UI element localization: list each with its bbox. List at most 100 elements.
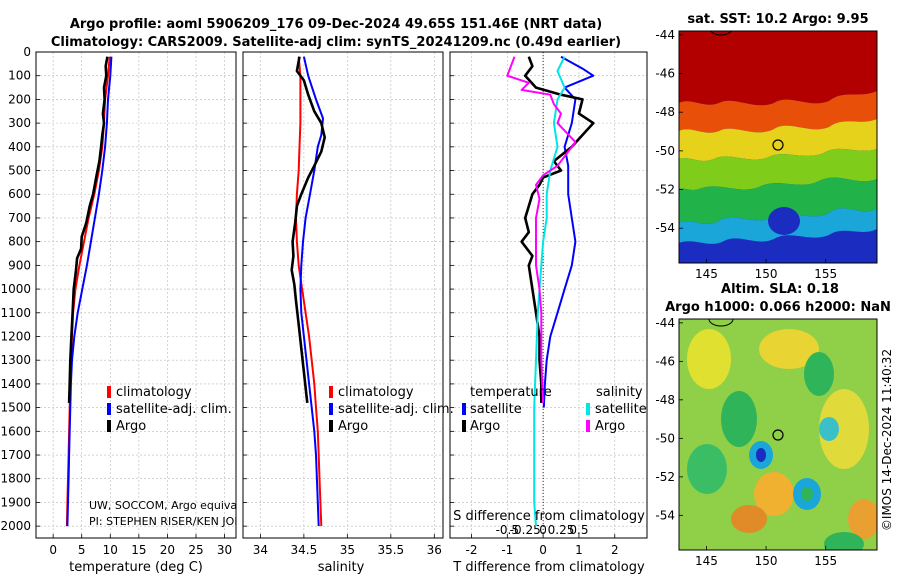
depth-tick-label: 900	[8, 258, 31, 272]
difference-top-xlabel: S difference from climatology	[453, 509, 645, 524]
map-y-tick-label: -52	[655, 183, 675, 197]
x-tick-label: 35	[340, 543, 355, 557]
sla-low-blob	[721, 391, 757, 447]
sst-map-title: sat. SST: 10.2 Argo: 9.95	[687, 12, 868, 27]
x-tick-label: 2	[611, 543, 619, 557]
map-y-tick-label: -54	[655, 508, 675, 522]
x-tick-label: 5	[78, 543, 86, 557]
legend-temp-satellite-label: satellite	[470, 402, 522, 417]
depth-axis: 0 100 200 300 400 500 600 700 800 900 1000 1100 1200…	[0, 45, 31, 533]
sst-map-frame	[678, 30, 878, 264]
legend-sal-satellite-label: satellite	[595, 402, 647, 417]
float-position-marker	[772, 139, 784, 151]
map-y-tick-label: -52	[655, 470, 675, 484]
map-x-tick-label: 145	[695, 554, 718, 568]
sla-high-blob	[759, 329, 819, 369]
x-tick-label: -2	[466, 543, 478, 557]
sst-cold-eddy	[768, 207, 800, 235]
legend-argo-label: Argo	[338, 419, 368, 434]
map-x-tick-label: 155	[814, 554, 837, 568]
depth-tick-label: 1900	[0, 495, 31, 509]
legend-argo-swatch	[107, 420, 111, 432]
legend-temp-argo-label: Argo	[470, 419, 500, 434]
map-y-tick-label: -46	[655, 67, 675, 81]
depth-tick-label: 100	[8, 69, 31, 83]
legend-climatology-label: climatology	[116, 385, 192, 400]
sla-high-blob	[819, 389, 869, 469]
map-y-tick-label: -54	[655, 221, 675, 235]
sst-green-band	[679, 177, 877, 224]
depth-tick-label: 1700	[0, 448, 31, 462]
depth-tick-label: 1100	[0, 306, 31, 320]
map-x-tick-label: 145	[695, 267, 718, 281]
annotation-clip: UW, SOCCOM, Argo equivale PI: STEPHEN RI…	[89, 499, 251, 528]
salinity-xlabel: salinity	[318, 560, 365, 575]
map-y-tick-label: -50	[655, 431, 675, 445]
legend-argo-label: Argo	[116, 419, 146, 434]
sst-map-axes: -44 -46 -48 -50 -52 -54 145 150 155	[655, 28, 837, 281]
sst-contour	[709, 31, 733, 36]
sla-map-frame	[678, 318, 878, 551]
salinity-panel: 34 34.5 35 35.5 36	[242, 51, 444, 557]
depth-tick-label: 0	[23, 45, 31, 59]
sla-map-title-line2: Argo h1000: 0.066 h2000: NaN	[665, 300, 891, 315]
top-tick-label: -0.5	[496, 523, 519, 537]
legend-argo-swatch	[329, 420, 333, 432]
x-tick-label: 34	[253, 543, 268, 557]
sla-map-title-line1: Altim. SLA: 0.18	[721, 282, 839, 297]
temperature-panel: 0 5 10 15 20 25 30	[35, 51, 237, 557]
plot-frame	[242, 51, 444, 539]
x-tick-label: -1	[501, 543, 513, 557]
legend-satellite-label: satellite-adj. clim.	[116, 402, 232, 417]
legend-temperature-header: temperature	[470, 385, 552, 400]
depth-tick-label: 1600	[0, 424, 31, 438]
legend-temp-argo-swatch	[462, 420, 466, 432]
legend-satellite-swatch	[107, 403, 111, 415]
depth-tick-label: 2000	[0, 519, 31, 533]
depth-tick-label: 300	[8, 116, 31, 130]
sla-high-blob	[848, 499, 877, 539]
difference-legend: temperature satellite Argo salinity sate…	[462, 385, 647, 434]
x-tick-label: 35.5	[377, 543, 404, 557]
legend-satellite-swatch	[329, 403, 333, 415]
depth-tick-label: 1400	[0, 377, 31, 391]
series-line-argo	[290, 56, 327, 404]
plot-frame	[35, 51, 237, 539]
map-y-tick-label: -50	[655, 144, 675, 158]
depth-tick-label: 400	[8, 140, 31, 154]
map-y-tick-label: -48	[655, 105, 675, 119]
map-y-tick-label: -44	[655, 316, 675, 330]
depth-tick-label: 800	[8, 235, 31, 249]
series-line-satellite-adj-clim-	[66, 56, 113, 527]
imos-credit: ©IMOS 14-Dec-2024 11:40:32	[880, 349, 894, 531]
sst-light-green-band	[679, 148, 877, 190]
legend-salinity-header: salinity	[596, 385, 643, 400]
map-x-tick-label: 150	[755, 267, 778, 281]
x-tick-label: 0	[539, 543, 547, 557]
x-tick-label: 20	[160, 543, 175, 557]
top-tick-label: -0.25	[510, 523, 541, 537]
x-tick-label: 36	[427, 543, 442, 557]
figure-title-line1: Argo profile: aoml 5906209_176 09-Dec-20…	[70, 17, 602, 32]
legend-climatology-label: climatology	[338, 385, 414, 400]
legend-temp-satellite-swatch	[462, 403, 466, 415]
temperature-legend: climatology satellite-adj. clim. Argo	[107, 385, 232, 434]
top-tick-label: 0.25	[548, 523, 575, 537]
sla-map-axes: -44 -46 -48 -50 -52 -54 145 150 155	[655, 316, 837, 568]
sla-map	[679, 319, 877, 550]
annotation-line1: UW, SOCCOM, Argo equivale	[89, 499, 247, 512]
sst-warm-zone	[679, 31, 877, 106]
x-tick-label: 10	[103, 543, 118, 557]
salinity-legend: climatology satellite-adj. clim. Argo	[329, 385, 454, 434]
annotation-line2: PI: STEPHEN RISER/KEN JOHN	[89, 515, 251, 528]
sst-map	[679, 31, 877, 263]
figure-title-line2: Climatology: CARS2009. Satellite-adj cli…	[51, 35, 621, 50]
sla-low-blob	[819, 417, 839, 441]
sla-low-blob	[687, 444, 727, 494]
legend-sal-argo-label: Argo	[595, 419, 625, 434]
x-tick-label: 0	[49, 543, 57, 557]
difference-panel: -2 -1 0 1 2-0.5-0.250 0.250.5	[449, 51, 648, 557]
depth-tick-label: 1500	[0, 401, 31, 415]
sla-low-blob	[824, 532, 864, 550]
depth-tick-label: 1200	[0, 329, 31, 343]
